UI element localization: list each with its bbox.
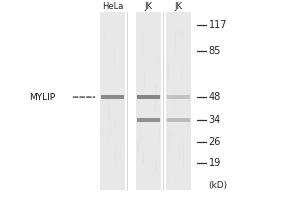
Bar [184,46,185,68]
Bar [182,29,183,38]
Text: 19: 19 [208,158,221,168]
Bar [115,118,116,129]
Bar [96,12,194,190]
Bar [107,92,108,103]
Bar [140,117,141,140]
Text: 85: 85 [208,46,221,56]
Bar [167,95,190,99]
Bar [170,129,172,153]
Bar [115,17,116,23]
Bar [104,28,105,34]
Bar [168,169,169,187]
Bar [137,118,160,122]
Bar [188,120,189,132]
Bar [179,29,180,37]
Bar [144,70,145,89]
Bar [167,62,169,78]
Bar [155,84,157,106]
Bar [122,25,124,41]
Text: 34: 34 [208,115,221,125]
Bar [169,147,170,159]
Bar [100,12,125,190]
Bar [137,55,139,74]
Bar [157,61,158,69]
Bar [120,150,121,159]
Bar [149,17,150,29]
Bar [112,94,113,103]
Bar [136,12,161,190]
Bar [103,42,104,65]
Bar [103,139,104,159]
Bar [159,126,160,141]
Text: JK: JK [175,2,182,11]
Bar [154,92,156,112]
Bar [167,118,190,122]
Bar [142,34,144,54]
Text: HeLa: HeLa [102,2,123,11]
Bar [101,95,124,99]
Text: 26: 26 [208,137,221,147]
Text: JK: JK [145,2,152,11]
Bar [105,35,106,42]
Bar [176,87,177,104]
Bar [110,113,111,134]
Bar [166,12,191,190]
Bar [149,165,150,172]
Bar [138,94,139,105]
Bar [181,69,182,77]
Bar [182,58,184,68]
Bar [158,33,159,50]
Bar [183,146,184,169]
Bar [137,95,160,99]
Bar [155,160,157,172]
Bar [142,152,144,163]
Bar [108,102,109,120]
Bar [137,140,139,154]
Bar [158,52,159,66]
Bar [108,129,109,142]
Bar [103,128,104,134]
Bar [179,145,180,162]
Text: 48: 48 [208,92,221,102]
Bar [182,134,183,152]
Bar [115,146,116,163]
Bar [110,76,111,95]
Bar [175,31,176,53]
Bar [168,131,169,153]
Bar [108,46,109,54]
Bar [174,92,175,109]
Text: MYLIP: MYLIP [29,93,56,102]
Text: (kD): (kD) [208,181,228,190]
Text: 117: 117 [208,20,227,30]
Bar [157,168,158,180]
Bar [173,82,174,103]
Bar [114,47,115,70]
Bar [154,159,156,171]
